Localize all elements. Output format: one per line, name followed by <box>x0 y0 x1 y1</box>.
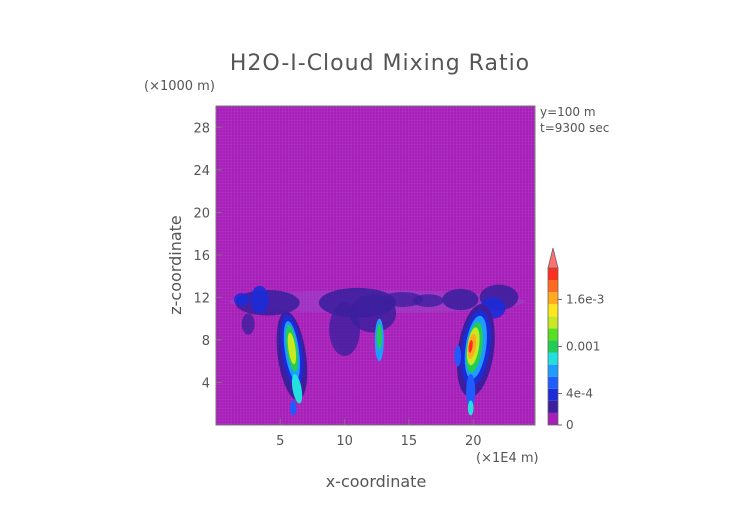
colorbar-segment <box>548 268 558 281</box>
y-axis: 4 8 12 16 20 24 28 <box>193 121 222 391</box>
colorbar-segment <box>548 412 558 425</box>
colorbar-segment <box>548 364 558 377</box>
cloud-blob <box>466 373 476 408</box>
x-tick-label: 5 <box>276 434 284 449</box>
colorbar-segment <box>548 388 558 401</box>
cloud-blob <box>442 288 479 311</box>
colorbar-segment <box>548 376 558 389</box>
colorbar-tick-label: 1.6e-3 <box>566 292 604 306</box>
cloud-blob <box>376 323 382 350</box>
colorbar-segment <box>548 352 558 365</box>
cloud-field <box>228 284 525 416</box>
y-tick-label: 12 <box>193 291 210 306</box>
y-tick-label: 20 <box>193 206 210 221</box>
colorbar-segment <box>548 400 558 413</box>
cloud-blob <box>381 292 424 307</box>
colorbar: 0 4e-4 0.001 1.6e-3 <box>547 247 604 432</box>
cloud-blob <box>287 332 297 365</box>
y-tick-label: 24 <box>193 164 210 179</box>
x-axis-label: x-coordinate <box>326 472 427 491</box>
annotation-y: y=100 m <box>540 105 596 119</box>
colorbar-segment <box>548 304 558 317</box>
cloud-blob <box>241 313 255 335</box>
colorbar-segment <box>548 328 558 341</box>
y-unit-label: (×1000 m) <box>144 79 215 94</box>
cloud-blob <box>329 302 361 356</box>
cloud-blob <box>454 345 462 367</box>
x-unit-label: (×1E4 m) <box>476 451 539 466</box>
colorbar-segment <box>548 292 558 305</box>
y-tick-label: 8 <box>202 334 210 349</box>
colorbar-tick-label: 0.001 <box>566 340 600 354</box>
colorbar-segment <box>548 316 558 329</box>
y-tick-label: 4 <box>202 376 210 391</box>
colorbar-tick-label: 0 <box>566 418 574 432</box>
x-tick-label: 15 <box>401 434 418 449</box>
colorbar-segment <box>548 280 558 293</box>
y-tick-label: 16 <box>193 249 210 264</box>
cloud-blob <box>468 339 473 353</box>
colorbar-segment <box>548 340 558 353</box>
y-axis-label: z-coordinate <box>166 215 185 315</box>
x-tick-label: 20 <box>465 434 482 449</box>
x-tick-label: 10 <box>336 434 353 449</box>
colorbar-tick-label: 4e-4 <box>566 387 593 401</box>
cloud-blob <box>467 400 474 416</box>
cloud-blob <box>289 400 297 416</box>
cloud-blob <box>234 293 250 306</box>
cloud-blob <box>291 374 303 404</box>
annotation-t: t=9300 sec <box>540 121 609 135</box>
cloud-blob <box>349 294 397 333</box>
cloud-blob <box>250 285 269 314</box>
chart-title: H2O-I-Cloud Mixing Ratio <box>230 51 530 76</box>
x-axis: 5 10 15 20 <box>276 419 482 449</box>
colorbar-over-arrow <box>547 247 559 269</box>
cloud-blob <box>412 294 444 307</box>
y-tick-label: 28 <box>193 121 210 136</box>
